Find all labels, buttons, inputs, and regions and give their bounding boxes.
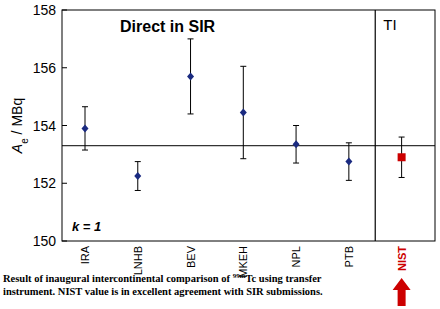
annotation: TI: [383, 16, 396, 33]
caption-part: 99m: [233, 272, 246, 280]
y-axis-label: Ae / MBq: [9, 98, 30, 154]
x-tick-label: PTB: [343, 246, 355, 267]
error-bar: [188, 39, 194, 114]
caption-part: Result of inaugural intercontinental com…: [3, 273, 233, 284]
y-tick-label: 152: [33, 175, 57, 191]
y-tick: [62, 183, 67, 184]
plot-frame: [62, 10, 435, 241]
y-tick-label: 154: [33, 118, 57, 134]
caption-part: Tc using transfer: [246, 273, 322, 284]
section-divider: [375, 10, 376, 241]
pointer-arrow: [393, 278, 411, 306]
y-tick-label: 150: [33, 233, 57, 249]
y-label-symbol: A: [9, 144, 25, 154]
error-bar: [293, 126, 299, 164]
caption-part: instrument. NIST value is in excellent a…: [3, 286, 323, 297]
title: Direct in SIR: [120, 18, 216, 35]
plot-area: [62, 39, 435, 191]
data-point: [240, 109, 247, 117]
y-tick-label: 158: [33, 2, 57, 18]
error-bar: [82, 107, 88, 150]
y-tick: [62, 125, 67, 126]
data-point: [345, 158, 352, 166]
data-point: [398, 153, 406, 161]
annotation: k = 1: [72, 219, 101, 234]
chart: 150 152 154 156 158 Ae / MBq Direct in SIR k = …: [0, 0, 440, 309]
y-tick: [62, 241, 67, 242]
reference-line: [62, 145, 435, 146]
error-bar: [399, 137, 405, 177]
y-tick: [62, 10, 67, 11]
x-tick-label: IRA: [79, 245, 91, 264]
data-point: [82, 124, 89, 132]
error-bar: [240, 66, 246, 158]
caption: Result of inaugural intercontinental com…: [3, 272, 322, 284]
data-point: [134, 172, 141, 180]
x-tick-label: NPL: [290, 246, 302, 267]
caption: instrument. NIST value is in excellent a…: [3, 286, 323, 297]
error-bar: [135, 162, 141, 191]
error-bar: [346, 143, 352, 181]
x-tick-label: BEV: [185, 245, 197, 268]
y-tick-label: 156: [33, 60, 57, 76]
y-tick: [62, 67, 67, 68]
x-tick-label: LNHB: [132, 246, 144, 275]
data-point: [293, 140, 300, 148]
y-label-unit: / MBq: [9, 98, 25, 138]
x-tick-label: NIST: [396, 246, 408, 271]
data-point: [187, 72, 194, 80]
